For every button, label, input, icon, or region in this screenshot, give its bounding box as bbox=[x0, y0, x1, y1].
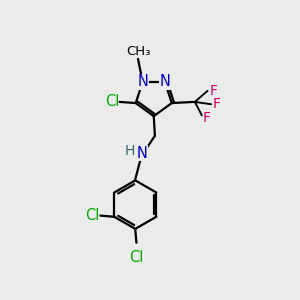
Text: Cl: Cl bbox=[85, 208, 100, 223]
Text: N: N bbox=[159, 74, 170, 89]
Text: F: F bbox=[213, 97, 221, 111]
Text: Cl: Cl bbox=[105, 94, 120, 110]
Text: F: F bbox=[202, 111, 210, 124]
Text: CH₃: CH₃ bbox=[126, 45, 150, 58]
Text: F: F bbox=[209, 84, 217, 98]
Text: H: H bbox=[124, 144, 135, 158]
Text: N: N bbox=[137, 74, 148, 89]
Text: Cl: Cl bbox=[129, 250, 144, 265]
Text: N: N bbox=[137, 146, 148, 160]
